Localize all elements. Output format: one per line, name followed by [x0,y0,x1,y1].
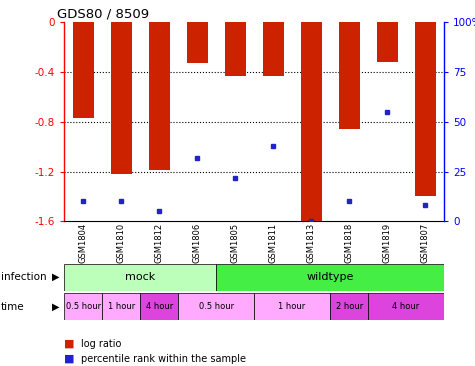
Text: time: time [1,302,25,311]
Text: GSM1811: GSM1811 [269,223,277,262]
Text: GSM1813: GSM1813 [307,223,315,262]
Bar [330,293,368,320]
Text: 1 hour: 1 hour [278,302,306,311]
Text: percentile rank within the sample: percentile rank within the sample [81,354,246,364]
Bar [415,22,436,197]
Text: mock: mock [125,272,155,282]
Bar [339,22,360,129]
Bar [64,264,216,291]
Bar [225,22,246,75]
Bar [178,293,254,320]
Bar [377,22,398,62]
Bar [64,293,102,320]
Text: GSM1818: GSM1818 [345,223,353,262]
Text: ■: ■ [64,339,75,349]
Text: GSM1807: GSM1807 [421,223,429,262]
Text: ▶: ▶ [52,272,59,282]
Text: 0.5 hour: 0.5 hour [66,302,101,311]
Bar [102,293,140,320]
Bar [301,22,322,221]
Bar [149,22,170,170]
Text: GSM1806: GSM1806 [193,223,201,262]
Bar [254,293,330,320]
Text: GSM1819: GSM1819 [383,223,391,262]
Text: 4 hour: 4 hour [392,302,420,311]
Text: 0.5 hour: 0.5 hour [199,302,234,311]
Text: infection: infection [1,272,47,282]
Text: 4 hour: 4 hour [145,302,173,311]
Bar [187,22,208,63]
Text: 2 hour: 2 hour [335,302,363,311]
Text: GSM1812: GSM1812 [155,223,163,262]
Bar [263,22,284,75]
Text: ▶: ▶ [52,302,59,311]
Text: ■: ■ [64,354,75,364]
Bar [216,264,444,291]
Text: log ratio: log ratio [81,339,121,349]
Text: GSM1804: GSM1804 [79,223,87,262]
Bar [73,22,94,118]
Text: wildtype: wildtype [306,272,354,282]
Text: GDS80 / 8509: GDS80 / 8509 [57,8,149,21]
Text: 1 hour: 1 hour [107,302,135,311]
Bar [111,22,132,174]
Text: GSM1810: GSM1810 [117,223,125,262]
Bar [368,293,444,320]
Bar [140,293,178,320]
Text: GSM1805: GSM1805 [231,223,239,262]
